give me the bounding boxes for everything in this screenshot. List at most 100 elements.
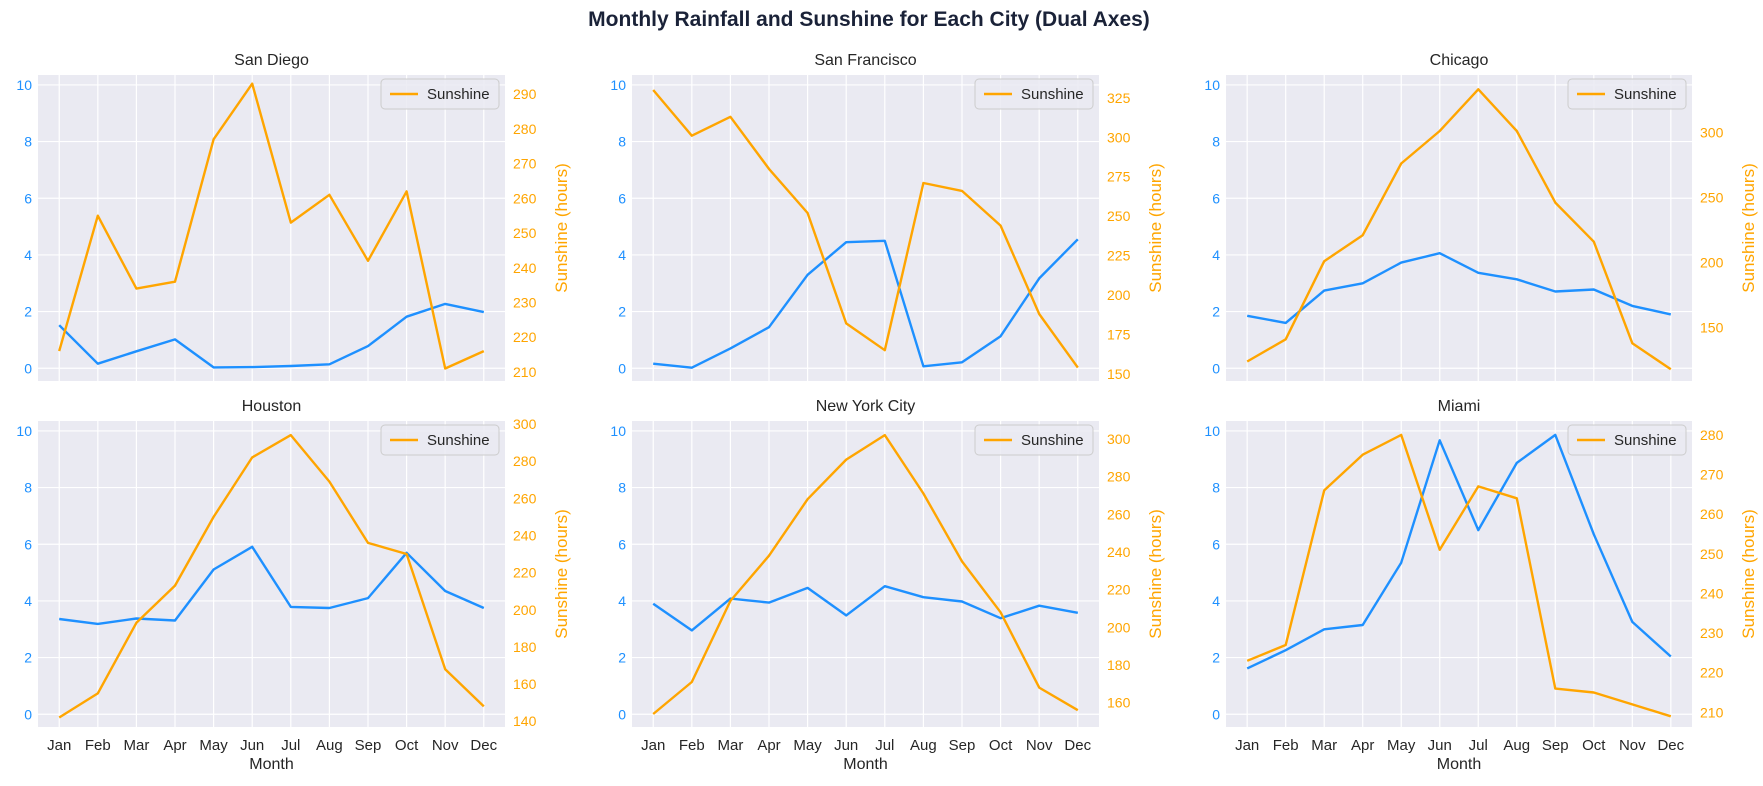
x-tick-label: May <box>793 737 822 754</box>
plot-area <box>38 75 505 381</box>
legend: Sunshine <box>974 424 1094 456</box>
left-tick-label: 6 <box>618 190 626 206</box>
right-tick-label: 200 <box>1107 287 1131 303</box>
left-tick-label: 4 <box>618 247 626 263</box>
legend-box <box>1567 78 1687 110</box>
left-tick-label: 8 <box>24 134 32 150</box>
x-tick-label: Nov <box>432 737 459 754</box>
right-tick-label: 220 <box>513 565 537 581</box>
left-tick-label: 6 <box>618 536 626 552</box>
left-tick-label: 6 <box>24 536 32 552</box>
sunshine-series-line <box>58 82 485 370</box>
x-tick-label: Jul <box>875 737 894 754</box>
right-tick-label: 260 <box>1700 506 1724 522</box>
right-tick-label: 280 <box>513 121 537 137</box>
sunshine-series-line <box>652 433 1079 715</box>
left-tick-label: 0 <box>1212 360 1220 376</box>
right-tick-label: 140 <box>513 713 537 729</box>
left-tick-label: 4 <box>618 593 626 609</box>
x-tick-label: Sep <box>1542 737 1569 754</box>
legend-label-sunshine: Sunshine <box>1021 432 1084 449</box>
x-tick-label: Mar <box>717 737 743 754</box>
x-tick-label: Jul <box>1469 737 1488 754</box>
right-tick-label: 280 <box>1107 469 1131 485</box>
figure-title: Monthly Rainfall and Sunshine for Each C… <box>588 8 1150 31</box>
x-tick-label: Jun <box>1428 737 1452 754</box>
right-tick-label: 270 <box>513 156 537 172</box>
right-tick-label: 250 <box>1107 208 1131 224</box>
rainfall-series-line <box>59 545 485 626</box>
left-tick-label: 8 <box>1212 134 1220 150</box>
x-tick-label: Aug <box>316 737 343 754</box>
left-tick-label: 2 <box>1212 304 1220 320</box>
left-tick-label: 2 <box>24 650 32 666</box>
panel-title: Chicago <box>1430 52 1489 69</box>
x-tick-label: Oct <box>989 737 1013 754</box>
right-tick-label: 150 <box>1107 366 1131 382</box>
x-tick-label: Mar <box>1311 737 1337 754</box>
right-tick-label: 220 <box>1700 665 1724 681</box>
right-tick-label: 180 <box>513 639 537 655</box>
x-tick-label: Feb <box>679 737 705 754</box>
x-tick-label: Oct <box>395 737 419 754</box>
legend-box <box>380 78 500 110</box>
sunshine-series-line <box>1246 433 1672 718</box>
left-tick-label: 8 <box>618 480 626 496</box>
left-tick-label: 0 <box>618 706 626 722</box>
x-tick-label: May <box>199 737 228 754</box>
sunshine-series-line <box>652 89 1079 369</box>
x-tick-label: Oct <box>1582 737 1606 754</box>
right-tick-label: 240 <box>513 527 537 543</box>
legend-label-sunshine: Sunshine <box>427 86 490 103</box>
right-tick-label: 200 <box>1700 255 1724 271</box>
x-tick-label: Jan <box>47 737 71 754</box>
left-tick-label: 4 <box>1212 247 1220 263</box>
right-tick-label: 220 <box>513 329 537 345</box>
left-tick-label: 4 <box>1212 593 1220 609</box>
right-axis-label: Sunshine (hours) <box>1146 163 1165 292</box>
right-tick-label: 270 <box>1700 467 1724 483</box>
x-tick-label: Jan <box>1235 737 1259 754</box>
left-tick-label: 4 <box>24 593 32 609</box>
legend-label-sunshine: Sunshine <box>1021 86 1084 103</box>
legend: Sunshine <box>380 78 500 110</box>
sunshine-series-line <box>58 433 485 719</box>
right-tick-label: 210 <box>1700 704 1724 720</box>
right-tick-label: 300 <box>1700 124 1724 140</box>
left-tick-label: 2 <box>1212 650 1220 666</box>
legend: Sunshine <box>380 424 500 456</box>
left-tick-label: 2 <box>24 304 32 320</box>
left-tick-label: 10 <box>610 77 626 93</box>
plot-area <box>632 421 1099 727</box>
rainfall-series-line <box>1246 433 1672 670</box>
right-tick-label: 275 <box>1107 169 1131 185</box>
right-tick-label: 280 <box>513 453 537 469</box>
right-tick-label: 210 <box>513 364 537 380</box>
right-axis-label: Sunshine (hours) <box>552 163 571 292</box>
x-tick-label: Apr <box>757 737 780 754</box>
plot-area <box>632 75 1099 381</box>
left-tick-label: 8 <box>1212 480 1220 496</box>
rainfall-series-line <box>652 585 1079 632</box>
right-tick-label: 240 <box>1107 544 1131 560</box>
left-tick-label: 0 <box>24 706 32 722</box>
left-tick-label: 10 <box>610 423 626 439</box>
right-tick-label: 200 <box>1107 619 1131 635</box>
right-tick-label: 150 <box>1700 320 1724 336</box>
right-tick-label: 260 <box>513 490 537 506</box>
x-tick-label: Aug <box>910 737 937 754</box>
legend: Sunshine <box>974 78 1094 110</box>
right-tick-label: 240 <box>513 260 537 276</box>
x-tick-label: Dec <box>1657 737 1684 754</box>
x-tick-label: Apr <box>163 737 186 754</box>
x-tick-label: Dec <box>1064 737 1091 754</box>
left-tick-label: 4 <box>24 247 32 263</box>
left-tick-label: 0 <box>24 360 32 376</box>
panel-title: Houston <box>242 398 302 415</box>
rainfall-series-line <box>58 302 485 369</box>
right-tick-label: 260 <box>1107 506 1131 522</box>
right-axis-label: Sunshine (hours) <box>1146 509 1165 638</box>
x-tick-label: Nov <box>1026 737 1053 754</box>
right-tick-label: 280 <box>1700 427 1724 443</box>
right-tick-label: 290 <box>513 86 537 102</box>
